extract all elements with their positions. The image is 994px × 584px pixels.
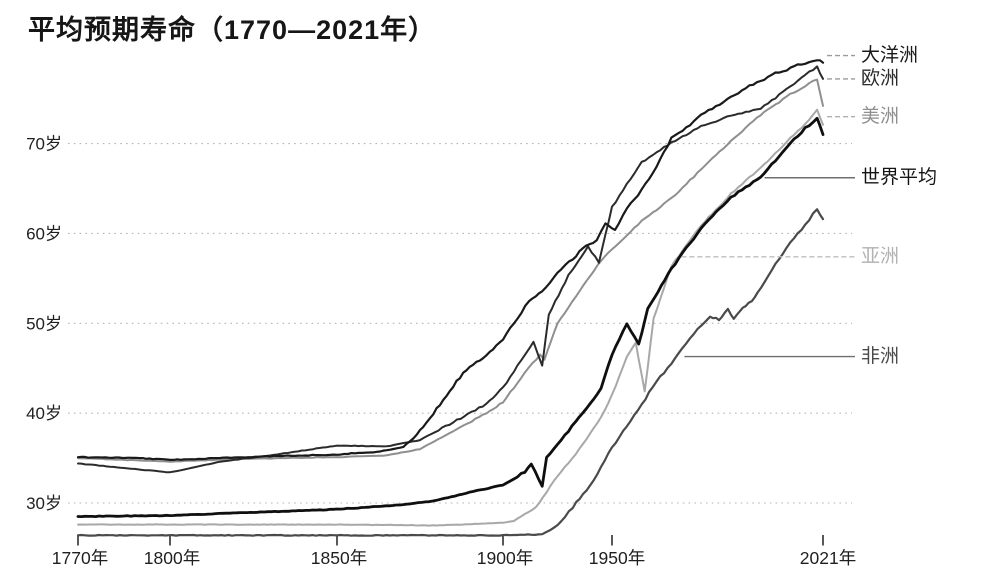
legend-label-大洋洲: 大洋洲: [861, 44, 919, 66]
x-tick-label: 1850年: [311, 548, 367, 568]
y-tick-label: 30岁: [26, 494, 62, 513]
series-line-美洲: [77, 78, 824, 463]
x-tick-label: 1950年: [589, 548, 645, 568]
y-tick-label: 60岁: [26, 224, 62, 243]
series-line-亚洲: [77, 108, 824, 527]
series-line-大洋洲: [76, 59, 825, 461]
y-tick-label: 70岁: [26, 135, 62, 154]
series-line-非洲: [76, 208, 825, 537]
y-tick-label: 40岁: [26, 404, 62, 423]
series-line-世界平均: [76, 116, 825, 518]
legend-label-美洲: 美洲: [861, 105, 900, 127]
chart-title: 平均预期寿命（1770—2021年）: [28, 15, 437, 45]
legend-label-世界平均: 世界平均: [861, 166, 938, 188]
series-line-欧洲: [77, 65, 824, 474]
x-tick-label: 2021年: [800, 548, 856, 568]
legend-label-非洲: 非洲: [861, 345, 900, 367]
legend-label-亚洲: 亚洲: [861, 245, 900, 267]
x-tick-label: 1770年: [52, 548, 108, 568]
x-tick-label: 1800年: [144, 548, 200, 568]
y-tick-label: 50岁: [26, 314, 62, 333]
legend-label-欧洲: 欧洲: [861, 67, 900, 89]
x-tick-label: 1900年: [477, 548, 533, 568]
